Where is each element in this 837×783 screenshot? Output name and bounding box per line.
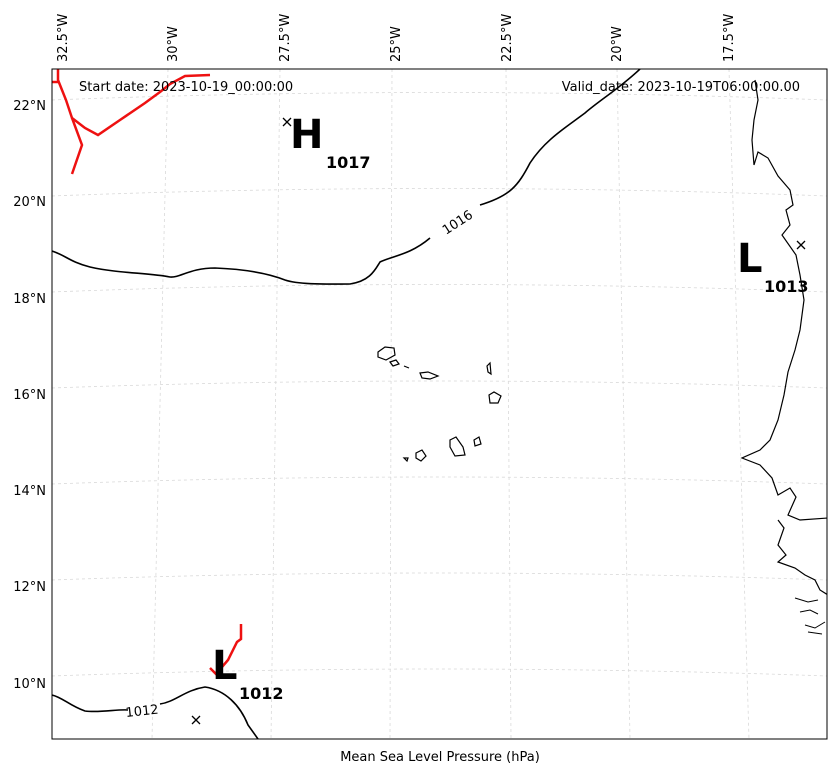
map-frame bbox=[51, 68, 828, 740]
lat-label: 16°N bbox=[13, 388, 46, 403]
low-letter: L bbox=[212, 643, 238, 689]
lon-label: 17.5°W bbox=[722, 14, 737, 62]
lon-label: 30°W bbox=[166, 26, 181, 62]
lat-label: 18°N bbox=[13, 292, 46, 307]
africa-coastline bbox=[740, 79, 827, 596]
lon-label: 32.5°W bbox=[56, 14, 71, 62]
center-markers bbox=[191, 117, 806, 725]
contour-label: 1016 bbox=[440, 208, 476, 239]
pressure-centers: H 1017 L 1013 L 1012 bbox=[212, 112, 809, 703]
lon-label: 20°W bbox=[610, 26, 625, 62]
high-value: 1017 bbox=[326, 153, 371, 172]
start-date: Start date: 2023-10-19_00:00:00 bbox=[79, 80, 293, 95]
lon-label: 25°W bbox=[389, 26, 404, 62]
lon-label: 22.5°W bbox=[500, 14, 515, 62]
low-value: 1012 bbox=[239, 684, 284, 703]
longitude-labels: 32.5°W 30°W 27.5°W 25°W 22.5°W 20°W 17.5… bbox=[56, 14, 737, 62]
lat-label: 12°N bbox=[13, 580, 46, 595]
lat-label: 22°N bbox=[13, 99, 46, 114]
low-center-marker bbox=[796, 240, 806, 250]
valid-date: Valid_date: 2023-10-19T06:00:00.00 bbox=[562, 80, 800, 95]
lat-label: 10°N bbox=[13, 677, 46, 692]
low-value: 1013 bbox=[764, 277, 809, 296]
high-letter: H bbox=[290, 112, 323, 158]
lat-label: 20°N bbox=[13, 195, 46, 210]
cape-verde-islands bbox=[377, 346, 502, 463]
low-center-marker bbox=[191, 715, 201, 725]
contour-labels: 1016 1012 bbox=[125, 208, 476, 721]
contour-label: 1012 bbox=[125, 703, 159, 721]
map-xlabel: Mean Sea Level Pressure (hPa) bbox=[340, 750, 540, 765]
fronts bbox=[52, 69, 243, 676]
lon-label: 27.5°W bbox=[278, 14, 293, 62]
low-letter: L bbox=[737, 236, 763, 282]
guinea-coast bbox=[794, 597, 826, 635]
gridlines bbox=[52, 69, 827, 739]
latitude-labels: 22°N 20°N 18°N 16°N 14°N 12°N 10°N bbox=[13, 99, 46, 692]
lat-label: 14°N bbox=[13, 484, 46, 499]
high-center-marker bbox=[282, 117, 292, 127]
isobars bbox=[52, 69, 641, 739]
